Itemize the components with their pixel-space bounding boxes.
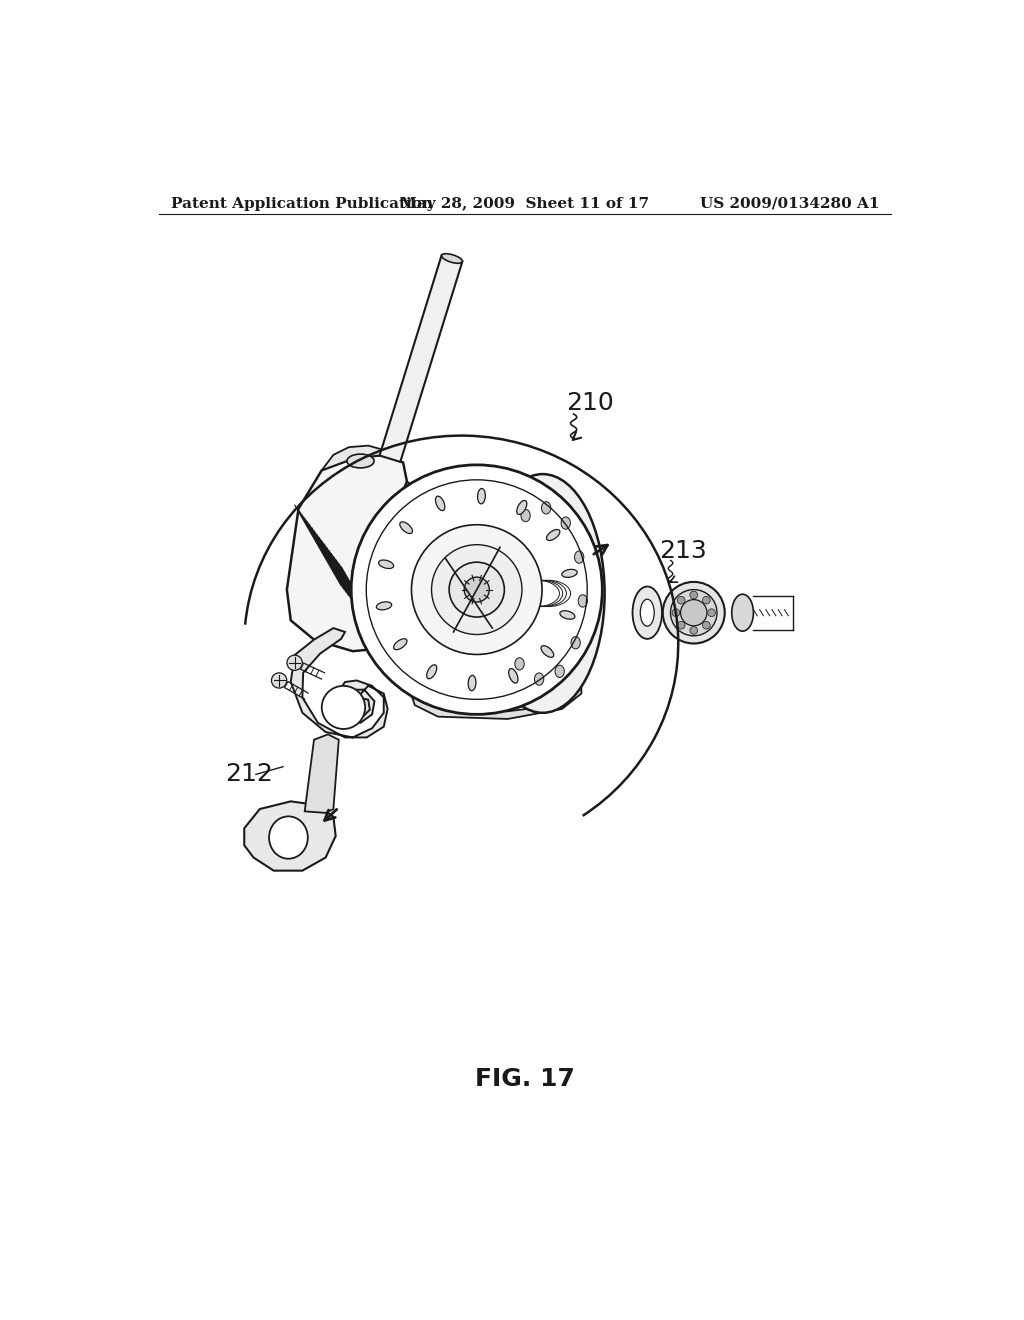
- Circle shape: [671, 590, 717, 636]
- Ellipse shape: [269, 816, 308, 859]
- Circle shape: [431, 545, 522, 635]
- Text: 212: 212: [225, 763, 272, 787]
- Text: Patent Application Publication: Patent Application Publication: [171, 197, 432, 211]
- Circle shape: [412, 525, 542, 655]
- Ellipse shape: [555, 665, 564, 677]
- Polygon shape: [380, 255, 462, 462]
- Ellipse shape: [571, 636, 581, 649]
- Text: US 2009/0134280 A1: US 2009/0134280 A1: [700, 197, 880, 211]
- Ellipse shape: [435, 496, 444, 511]
- Circle shape: [702, 597, 711, 605]
- Circle shape: [677, 622, 685, 630]
- Circle shape: [663, 582, 725, 644]
- Ellipse shape: [399, 521, 413, 533]
- Polygon shape: [399, 628, 578, 682]
- Circle shape: [690, 591, 697, 599]
- Circle shape: [322, 686, 366, 729]
- Polygon shape: [407, 663, 582, 719]
- Ellipse shape: [561, 517, 570, 529]
- Ellipse shape: [468, 676, 476, 690]
- Polygon shape: [322, 446, 403, 470]
- Ellipse shape: [427, 665, 437, 678]
- Ellipse shape: [347, 454, 374, 469]
- Circle shape: [690, 627, 697, 635]
- Polygon shape: [395, 482, 569, 651]
- Ellipse shape: [379, 560, 393, 569]
- Ellipse shape: [441, 253, 463, 263]
- Ellipse shape: [505, 539, 514, 550]
- Ellipse shape: [498, 579, 507, 593]
- Circle shape: [681, 599, 707, 626]
- Ellipse shape: [502, 623, 511, 636]
- Ellipse shape: [517, 500, 526, 515]
- Ellipse shape: [640, 599, 654, 626]
- Ellipse shape: [579, 595, 588, 607]
- Circle shape: [708, 609, 716, 616]
- Circle shape: [351, 465, 602, 714]
- Text: FIG. 17: FIG. 17: [475, 1067, 574, 1090]
- Ellipse shape: [515, 657, 524, 671]
- Polygon shape: [245, 801, 336, 871]
- Text: 213: 213: [658, 539, 707, 564]
- Ellipse shape: [480, 474, 604, 713]
- Ellipse shape: [560, 611, 574, 619]
- Ellipse shape: [633, 586, 662, 639]
- Ellipse shape: [521, 510, 530, 521]
- Ellipse shape: [541, 645, 554, 657]
- Ellipse shape: [732, 594, 754, 631]
- Ellipse shape: [477, 488, 485, 504]
- Ellipse shape: [574, 550, 584, 564]
- Text: 210: 210: [566, 391, 613, 416]
- Ellipse shape: [287, 655, 302, 671]
- Circle shape: [450, 562, 505, 616]
- Polygon shape: [287, 455, 426, 651]
- Circle shape: [672, 609, 680, 616]
- Ellipse shape: [509, 668, 518, 682]
- Polygon shape: [291, 628, 388, 738]
- Ellipse shape: [393, 639, 407, 649]
- Ellipse shape: [271, 673, 287, 688]
- Ellipse shape: [377, 602, 391, 610]
- Polygon shape: [305, 734, 339, 813]
- Circle shape: [464, 577, 489, 602]
- Ellipse shape: [547, 529, 560, 540]
- Circle shape: [677, 597, 685, 605]
- Circle shape: [702, 622, 711, 630]
- Text: May 28, 2009  Sheet 11 of 17: May 28, 2009 Sheet 11 of 17: [400, 197, 649, 211]
- Ellipse shape: [535, 673, 544, 685]
- Ellipse shape: [562, 569, 578, 577]
- Ellipse shape: [542, 502, 551, 513]
